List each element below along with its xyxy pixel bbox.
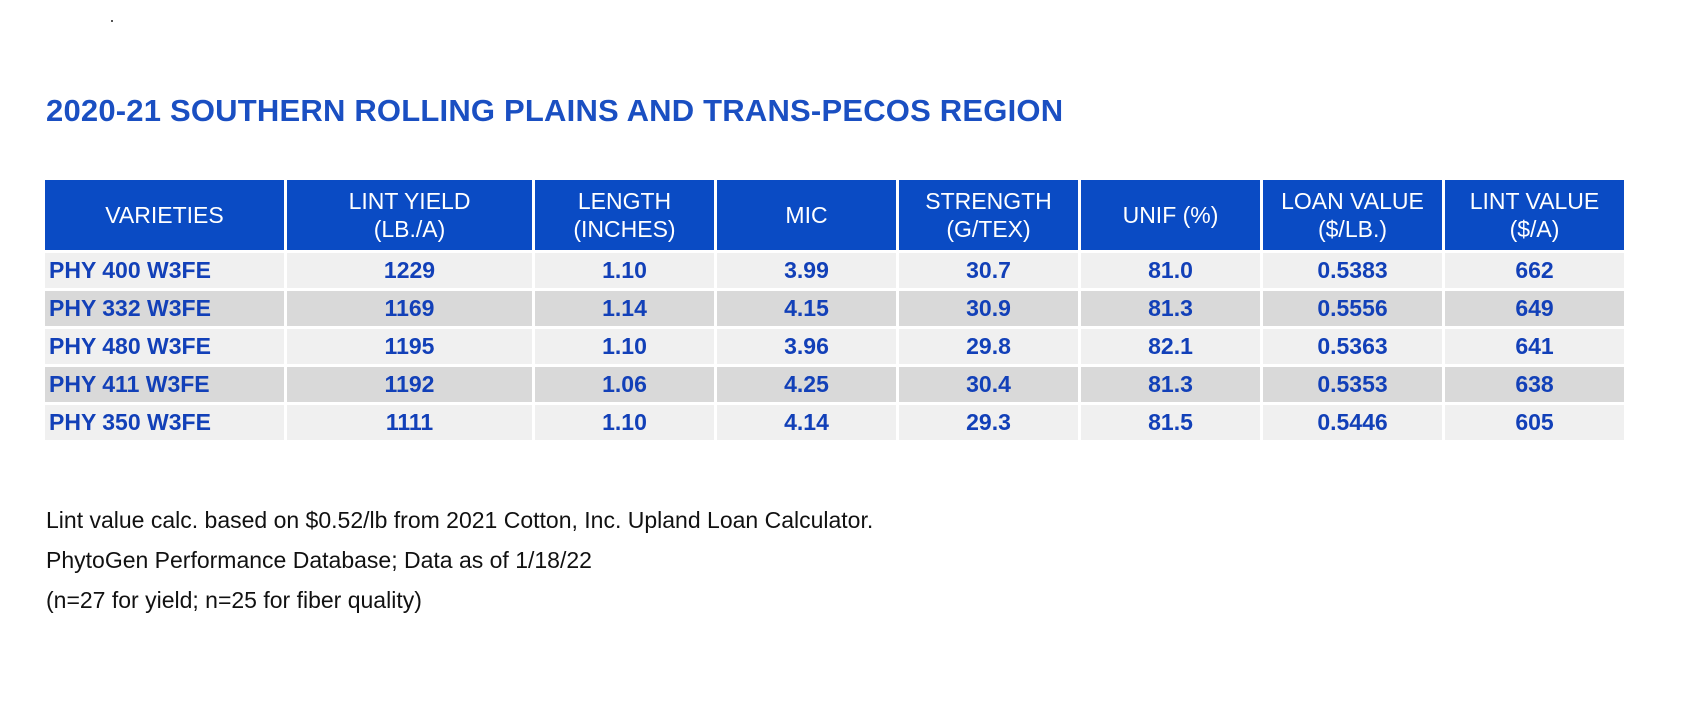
cell-lint-yield: 1229 [284,250,535,291]
cell-lint-yield: 1169 [284,288,535,329]
cell-variety: PHY 350 W3FE [42,402,287,443]
table-row: PHY 332 W3FE 1169 1.14 4.15 30.9 81.3 0.… [42,288,1627,329]
cell-length: 1.06 [532,364,717,405]
cell-strength: 30.9 [896,288,1081,329]
cell-uniformity: 82.1 [1078,326,1263,367]
cell-lint-yield: 1192 [284,364,535,405]
cell-uniformity: 81.3 [1078,364,1263,405]
cell-loan-value: 0.5446 [1260,402,1445,443]
footnotes: Lint value calc. based on $0.52/lb from … [46,500,873,620]
cell-lint-value: 649 [1442,288,1627,329]
cell-loan-value: 0.5383 [1260,250,1445,291]
cell-mic: 3.99 [714,250,899,291]
cell-strength: 29.8 [896,326,1081,367]
table-row: PHY 350 W3FE 1111 1.10 4.14 29.3 81.5 0.… [42,402,1627,443]
cell-lint-yield: 1195 [284,326,535,367]
page-title: 2020-21 SOUTHERN ROLLING PLAINS AND TRAN… [46,93,1064,128]
footnote-data-source: PhytoGen Performance Database; Data as o… [46,547,592,573]
cell-strength: 30.4 [896,364,1081,405]
cell-variety: PHY 411 W3FE [42,364,287,405]
header-varieties: VARIETIES [42,177,287,253]
header-lint-yield: LINT YIELD (LB./A) [284,177,535,253]
cell-lint-yield: 1111 [284,402,535,443]
cell-loan-value: 0.5363 [1260,326,1445,367]
cell-mic: 4.25 [714,364,899,405]
cell-lint-value: 605 [1442,402,1627,443]
cell-length: 1.14 [532,288,717,329]
header-lint-value: LINT VALUE ($/A) [1442,177,1627,253]
cell-strength: 29.3 [896,402,1081,443]
cell-uniformity: 81.0 [1078,250,1263,291]
variety-results-table: VARIETIES LINT YIELD (LB./A) LENGTH (INCHE… [42,177,1627,443]
cell-mic: 4.15 [714,288,899,329]
cell-lint-value: 641 [1442,326,1627,367]
cell-loan-value: 0.5353 [1260,364,1445,405]
table-row: PHY 400 W3FE 1229 1.10 3.99 30.7 81.0 0.… [42,250,1627,291]
footnote-lint-value-calc: Lint value calc. based on $0.52/lb from … [46,507,874,533]
cell-lint-value: 638 [1442,364,1627,405]
cell-mic: 3.96 [714,326,899,367]
table-row: PHY 480 W3FE 1195 1.10 3.96 29.8 82.1 0.… [42,326,1627,367]
header-mic: MIC [714,177,899,253]
cell-length: 1.10 [532,250,717,291]
table-row: PHY 411 W3FE 1192 1.06 4.25 30.4 81.3 0.… [42,364,1627,405]
table-header-row: VARIETIES LINT YIELD (LB./A) LENGTH (INCHE… [42,177,1627,253]
cell-variety: PHY 480 W3FE [42,326,287,367]
decorative-dot [111,20,113,22]
header-uniformity: UNIF (%) [1078,177,1263,253]
footnote-sample-size: (n=27 for yield; n=25 for fiber quality) [46,587,422,613]
cell-variety: PHY 400 W3FE [42,250,287,291]
cell-strength: 30.7 [896,250,1081,291]
cell-lint-value: 662 [1442,250,1627,291]
cell-loan-value: 0.5556 [1260,288,1445,329]
cell-variety: PHY 332 W3FE [42,288,287,329]
cell-uniformity: 81.3 [1078,288,1263,329]
cell-length: 1.10 [532,402,717,443]
cell-mic: 4.14 [714,402,899,443]
cell-uniformity: 81.5 [1078,402,1263,443]
cell-length: 1.10 [532,326,717,367]
header-length: LENGTH (INCHES) [532,177,717,253]
header-loan-value: LOAN VALUE ($/LB.) [1260,177,1445,253]
header-strength: STRENGTH (G/TEX) [896,177,1081,253]
